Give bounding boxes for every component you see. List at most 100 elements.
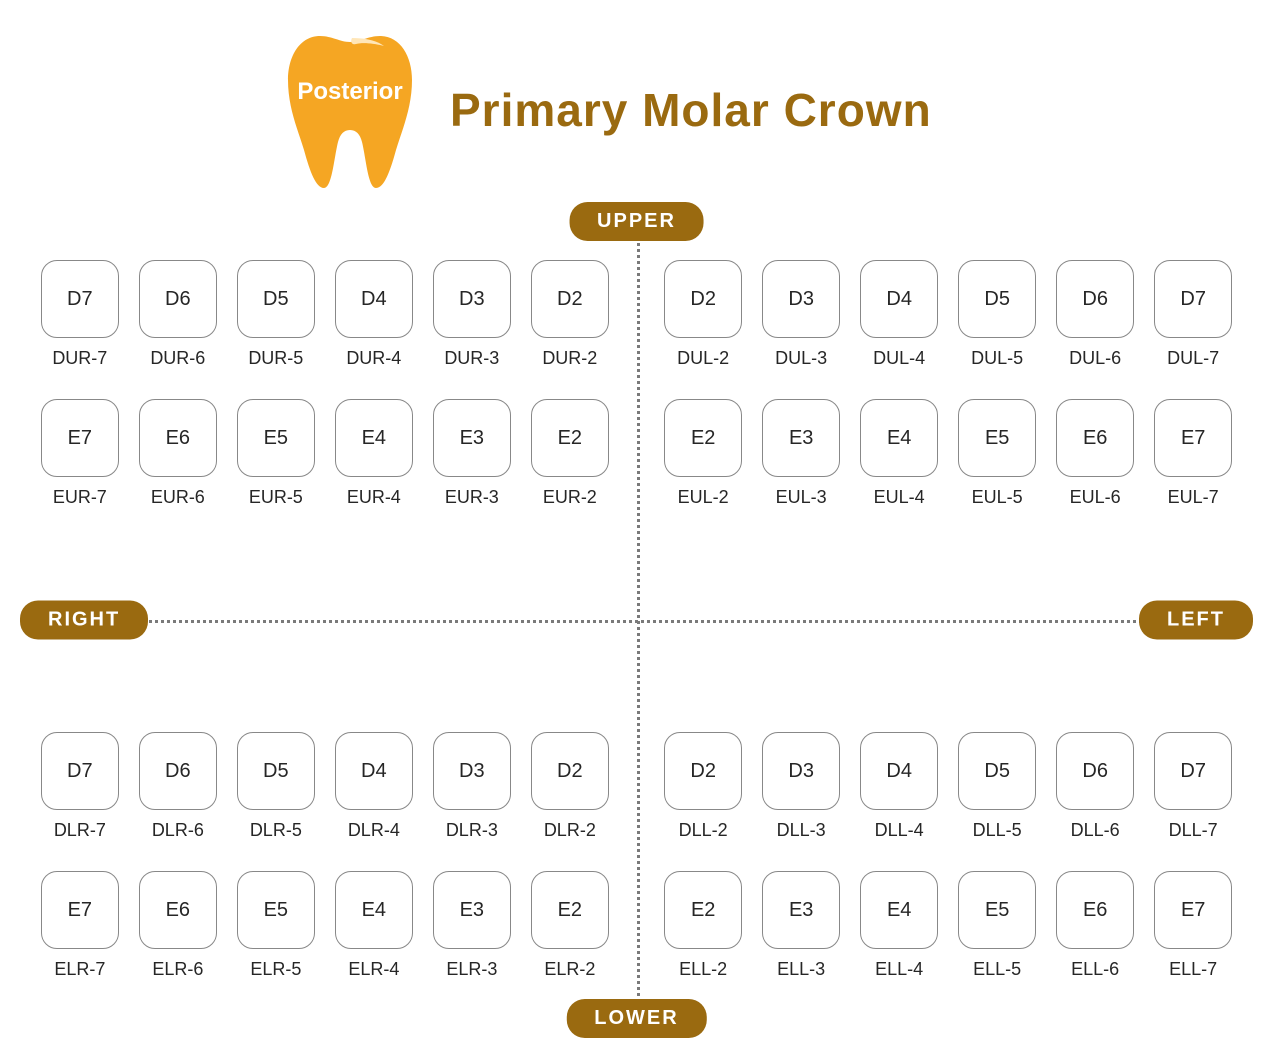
crown-size-box: D2 xyxy=(664,732,742,810)
crown-size-box: D5 xyxy=(237,732,315,810)
crown-cell: E6ELR-6 xyxy=(136,871,220,980)
crown-cell: D4 DUR-4 xyxy=(332,260,416,369)
quadrant-upper-right: D7 DUR-7 D6 DUR-6 D5 DUR-5 D4 DUR-4 D3 DUR-3 D2 DUR… xyxy=(20,260,612,508)
crown-cell: E3ELR-3 xyxy=(430,871,514,980)
crown-size-box: D2 xyxy=(531,732,609,810)
crown-chart: UPPER LOWER RIGHT LEFT D7DUR-7D6DUR-6D5D… xyxy=(20,220,1253,1020)
crown-cell: E5 ELR-5 xyxy=(234,871,318,980)
crown-code: ELR-4 xyxy=(348,959,399,980)
crown-size-box: D5 xyxy=(958,732,1036,810)
crown-cell: E4ELL-4 xyxy=(857,871,941,980)
crown-cell: D7 DUR-7 xyxy=(38,260,122,369)
crown-size-box: E3 xyxy=(762,399,840,477)
crown-size-box: D3 xyxy=(762,260,840,338)
crown-size-box: E5 xyxy=(958,399,1036,477)
quadrant-upper-left: D2DUL-2D3DUL-3D4DUL-4D5DUL-5D6DUL-6D7DUL… xyxy=(661,260,1253,508)
crown-size-box: E5 xyxy=(958,871,1036,949)
crown-code: ELL-5 xyxy=(973,959,1021,980)
crown-cell: D3DLL-3 xyxy=(759,732,843,841)
crown-code: DLL-4 xyxy=(875,820,924,841)
crown-code: ELR-2 xyxy=(544,959,595,980)
crown-cell: E2 EUR-2 xyxy=(528,399,612,508)
crown-row: D2DLL-2D3DLL-3D4DLL-4D5DLL-5D6DLL-6D7DLL… xyxy=(661,732,1253,841)
tooth-icon: Posterior xyxy=(280,30,420,190)
crown-size-box: D5 xyxy=(958,260,1036,338)
crown-code: DLL-5 xyxy=(973,820,1022,841)
crown-code: DLR-4 xyxy=(348,820,400,841)
crown-row: E7EUR-7E6EUR-6E5EUR-5E4EUR-4E3EUR-3E2EUR… xyxy=(20,399,612,508)
crown-code: DUR-4 xyxy=(346,348,401,369)
crown-size-box: E6 xyxy=(1056,399,1134,477)
crown-size-box: E2 xyxy=(531,871,609,949)
crown-size-box: E6 xyxy=(1056,871,1134,949)
crown-code: ELR-5 xyxy=(250,959,301,980)
crown-size-box: D5 xyxy=(237,260,315,338)
crown-cell: D2 DUL-2 xyxy=(661,260,745,369)
crown-code: DUL-7 xyxy=(1167,348,1219,369)
crown-cell: E3EUR-3 xyxy=(430,399,514,508)
crown-code: EUL-7 xyxy=(1168,487,1219,508)
quadrant-lower-left: D2DLL-2D3DLL-3D4DLL-4D5DLL-5D6DLL-6D7DLL… xyxy=(661,732,1253,980)
crown-size-box: E6 xyxy=(139,399,217,477)
crown-cell: D6DUL-6 xyxy=(1053,260,1137,369)
crown-code: EUL-5 xyxy=(972,487,1023,508)
crown-row: D2DUL-2D3DUL-3D4DUL-4D5DUL-5D6DUL-6D7DUL… xyxy=(661,260,1253,369)
crown-code: ELL-7 xyxy=(1169,959,1217,980)
crown-code: DLR-5 xyxy=(250,820,302,841)
crown-cell: E7ELR-7 xyxy=(38,871,122,980)
crown-size-box: E4 xyxy=(335,871,413,949)
crown-code: EUL-6 xyxy=(1070,487,1121,508)
crown-cell: E4 ELR-4 xyxy=(332,871,416,980)
crown-row: E7ELR-7E6ELR-6E5 ELR-5 E4 ELR-4 E3ELR-3E2 ELR… xyxy=(20,871,612,980)
crown-size-box: D2 xyxy=(664,260,742,338)
page-title: Primary Molar Crown xyxy=(450,83,932,137)
crown-size-box: D7 xyxy=(41,260,119,338)
crown-size-box: D4 xyxy=(335,732,413,810)
crown-cell: D7 DUL-7 xyxy=(1151,260,1235,369)
crown-size-box: E2 xyxy=(531,399,609,477)
crown-row: E2EUL-2E3EUL-3E4EUL-4E5EUL-5E6EUL-6E7EUL… xyxy=(661,399,1253,508)
crown-code: DUR-5 xyxy=(248,348,303,369)
crown-size-box: D3 xyxy=(433,732,511,810)
crown-size-box: D4 xyxy=(860,260,938,338)
crown-code: DUR-6 xyxy=(150,348,205,369)
crown-code: ELR-3 xyxy=(446,959,497,980)
crown-size-box: D7 xyxy=(41,732,119,810)
crown-size-box: E7 xyxy=(1154,399,1232,477)
crown-code: EUR-5 xyxy=(249,487,303,508)
crown-code: DUR-2 xyxy=(542,348,597,369)
crown-code: EUL-4 xyxy=(874,487,925,508)
crown-cell: D2 DLR-2 xyxy=(528,732,612,841)
crown-size-box: D6 xyxy=(1056,260,1134,338)
crown-size-box: E5 xyxy=(237,871,315,949)
crown-size-box: D2 xyxy=(531,260,609,338)
crown-code: DUL-5 xyxy=(971,348,1023,369)
crown-code: DLR-2 xyxy=(544,820,596,841)
crown-cell: E6 EUL-6 xyxy=(1053,399,1137,508)
crown-cell: E6ELL-6 xyxy=(1053,871,1137,980)
crown-cell: D2 DUR-2 xyxy=(528,260,612,369)
crown-size-box: D3 xyxy=(433,260,511,338)
crown-size-box: D4 xyxy=(335,260,413,338)
crown-size-box: E7 xyxy=(41,399,119,477)
crown-cell: D6DLR-6 xyxy=(136,732,220,841)
crown-size-box: E5 xyxy=(237,399,315,477)
crown-code: DUL-2 xyxy=(677,348,729,369)
crown-code: EUR-2 xyxy=(543,487,597,508)
crown-code: DUR-7 xyxy=(52,348,107,369)
crown-code: EUR-6 xyxy=(151,487,205,508)
label-right: RIGHT xyxy=(20,601,148,640)
crown-code: DLR-6 xyxy=(152,820,204,841)
crown-cell: E7EUR-7 xyxy=(38,399,122,508)
crown-cell: D2DLL-2 xyxy=(661,732,745,841)
crown-code: EUL-3 xyxy=(776,487,827,508)
crown-code: DUR-3 xyxy=(444,348,499,369)
crown-cell: D7DLL-7 xyxy=(1151,732,1235,841)
crown-row: E2ELL-2E3ELL-3E4ELL-4E5ELL-5E6ELL-6E7ELL… xyxy=(661,871,1253,980)
crown-size-box: D7 xyxy=(1154,260,1232,338)
crown-code: DLR-7 xyxy=(54,820,106,841)
crown-code: DUL-4 xyxy=(873,348,925,369)
crown-size-box: D6 xyxy=(139,260,217,338)
crown-code: ELL-2 xyxy=(679,959,727,980)
crown-cell: D5 DLR-5 xyxy=(234,732,318,841)
